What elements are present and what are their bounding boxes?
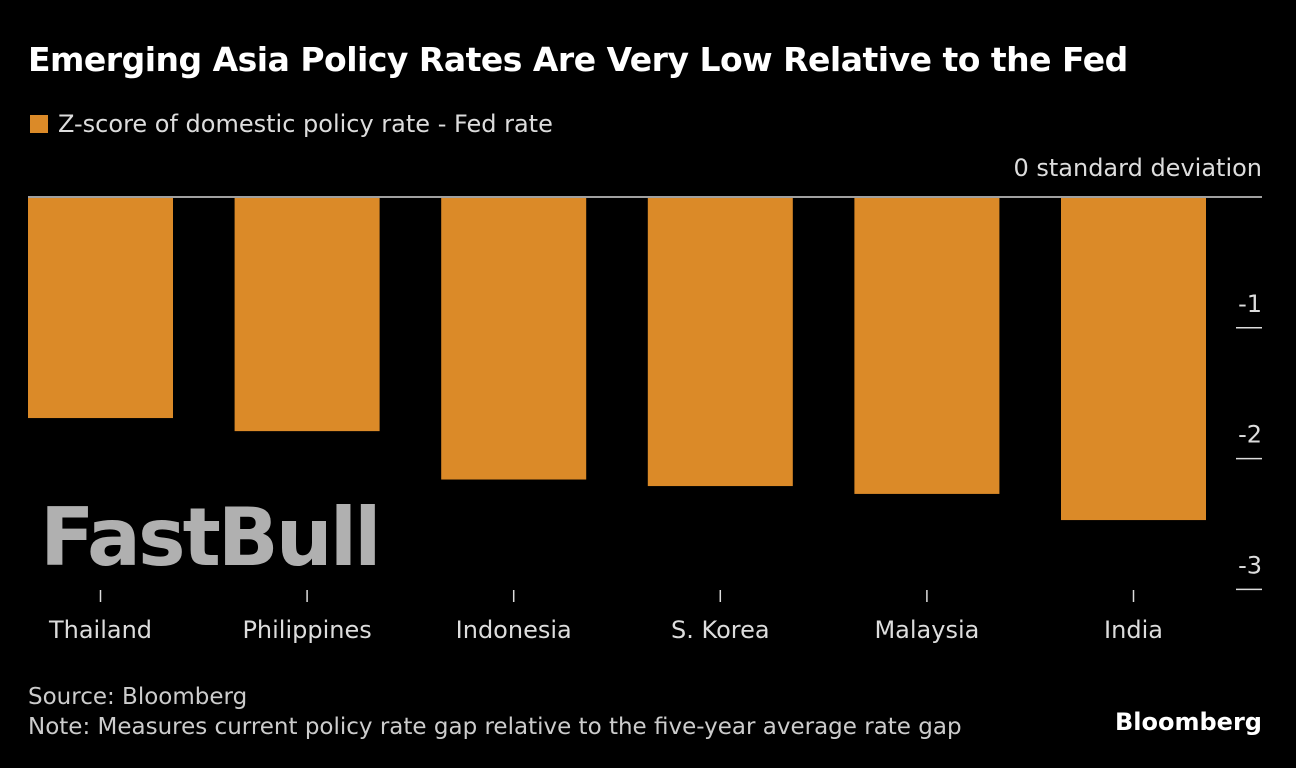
bar-thailand bbox=[28, 198, 173, 419]
bar-malaysia bbox=[854, 198, 1000, 494]
bar-indonesia bbox=[441, 198, 587, 480]
source-text: Source: Bloomberg bbox=[28, 684, 248, 710]
bloomberg-logo: Bloomberg bbox=[1115, 708, 1262, 736]
note-text: Note: Measures current policy rate gap r… bbox=[28, 714, 962, 740]
legend-label: Z-score of domestic policy rate - Fed ra… bbox=[58, 110, 553, 138]
y-axis-unit-label: 0 standard deviation bbox=[1013, 154, 1262, 182]
bar-philippines bbox=[234, 198, 380, 432]
bar-india bbox=[1061, 198, 1206, 521]
x-tick-label: Thailand bbox=[48, 616, 152, 644]
x-tick-label: Philippines bbox=[242, 616, 371, 644]
y-tick-label: -3 bbox=[1238, 551, 1262, 579]
bar-s-korea bbox=[647, 198, 793, 487]
x-tick-label: Indonesia bbox=[456, 616, 572, 644]
y-tick-label: -1 bbox=[1238, 290, 1262, 318]
y-tick-label: -2 bbox=[1238, 421, 1262, 449]
x-tick-label: Malaysia bbox=[874, 616, 979, 644]
watermark-logo: FastBull bbox=[40, 491, 382, 584]
x-tick-label: S. Korea bbox=[671, 616, 770, 644]
chart-title: Emerging Asia Policy Rates Are Very Low … bbox=[28, 40, 1128, 79]
legend-swatch bbox=[30, 115, 48, 133]
x-tick-label: India bbox=[1104, 616, 1163, 644]
legend: Z-score of domestic policy rate - Fed ra… bbox=[30, 110, 553, 138]
